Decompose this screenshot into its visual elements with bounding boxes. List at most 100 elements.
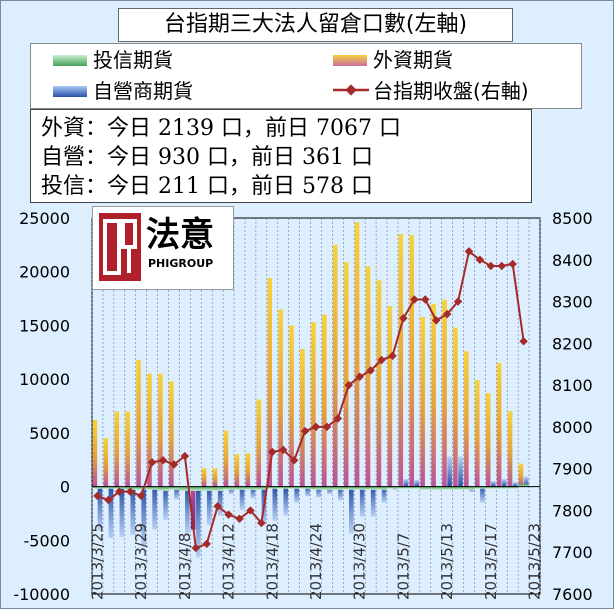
x-tick-label: 2013/5/17 — [482, 523, 500, 600]
y-tick-left: 5000 — [29, 424, 70, 443]
bar-foreign — [464, 351, 469, 487]
point-close — [497, 261, 506, 271]
legend-swatch-trust — [53, 55, 87, 66]
bar-foreign — [474, 380, 480, 487]
bar-trust — [255, 486, 267, 490]
y-tick-left: -10000 — [13, 585, 70, 604]
y-tick-right: 8400 — [552, 251, 593, 270]
summary-dealer: 自營：今日 930 口，前日 361 口 — [41, 145, 373, 170]
bar-foreign — [300, 349, 305, 487]
point-close — [377, 355, 386, 365]
bar-trust — [234, 486, 245, 490]
bar-dealer — [523, 476, 529, 487]
bar-trust — [223, 486, 235, 490]
bar-trust — [179, 486, 191, 491]
y-tick-left: 0 — [60, 478, 70, 497]
point-close — [257, 518, 266, 528]
bar-dealer — [250, 486, 256, 499]
x-tick-label: 2013/5/13 — [438, 523, 456, 600]
point-close — [431, 316, 441, 325]
legend-label-close: 台指期收盤(右軸) — [373, 79, 529, 103]
bar-foreign — [376, 280, 382, 487]
bar-foreign — [245, 453, 251, 487]
point-close — [289, 456, 299, 465]
bar-dealer — [414, 480, 420, 487]
bar-dealer — [217, 486, 223, 516]
bar-trust — [387, 486, 398, 489]
y-tick-right: 8500 — [552, 209, 593, 228]
bar-dealer — [119, 486, 125, 538]
bar-trust — [343, 486, 355, 490]
logo-mark — [99, 213, 141, 281]
point-close — [344, 380, 354, 390]
bar-foreign — [365, 266, 371, 487]
point-close — [421, 295, 430, 304]
chart-title: 台指期三大法人留倉口數(左軸) — [118, 8, 513, 42]
y-tick-left: 25000 — [19, 209, 70, 228]
logo-sub: PHIGROUP — [148, 257, 214, 270]
legend-swatch-foreign — [333, 55, 367, 66]
legend-label-dealer: 自營商期貨 — [93, 79, 193, 103]
bar-foreign — [507, 411, 513, 487]
bar-trust — [266, 486, 278, 489]
bar-trust — [397, 486, 409, 489]
bar-foreign — [234, 454, 240, 487]
x-tick-label: 2013/5/7 — [394, 533, 412, 600]
bar-foreign — [442, 299, 447, 487]
bar-trust — [452, 486, 464, 490]
bar-dealer — [316, 486, 321, 498]
bar-trust — [277, 486, 289, 489]
bar-foreign — [190, 486, 196, 530]
bar-foreign — [387, 306, 393, 487]
bar-trust — [354, 486, 366, 490]
point-close — [333, 414, 343, 423]
logo-mark-icon — [103, 219, 137, 275]
bar-foreign — [354, 222, 360, 487]
bar-trust — [244, 486, 256, 490]
point-close — [278, 445, 288, 455]
bar-dealer — [272, 486, 278, 521]
bar-trust — [310, 486, 322, 490]
y-tick-left: 15000 — [19, 316, 70, 335]
bar-dealer — [447, 456, 452, 487]
point-close — [355, 372, 364, 381]
bar-foreign — [431, 303, 436, 487]
bar-foreign — [114, 411, 119, 487]
bar-foreign — [311, 322, 316, 487]
bar-trust — [376, 486, 388, 490]
bar-dealer — [403, 479, 409, 487]
point-close — [104, 495, 113, 505]
bar-foreign — [322, 314, 327, 487]
point-close — [93, 491, 102, 501]
line-close — [97, 249, 525, 550]
x-tick-label: 2013/4/8 — [176, 533, 194, 600]
point-close — [399, 314, 408, 323]
bar-foreign — [518, 463, 524, 487]
x-tick-label: 2013/4/30 — [351, 523, 369, 600]
y-tick-right: 7800 — [552, 501, 593, 520]
summary-box: 外資：今日 2139 口，前日 7067 口 自營：今日 930 口，前日 36… — [30, 109, 532, 203]
bar-foreign — [398, 234, 404, 487]
bar-foreign — [409, 235, 415, 487]
bar-dealer — [458, 456, 463, 487]
point-close — [169, 460, 179, 469]
legend-label-foreign: 外資期貨 — [373, 48, 453, 72]
bar-dealer — [359, 486, 365, 517]
x-tick-label: 2013/3/29 — [132, 523, 150, 600]
y-tick-right: 7700 — [552, 543, 593, 562]
bar-dealer — [512, 482, 518, 487]
bar-foreign — [267, 278, 272, 487]
point-close — [158, 456, 168, 465]
y-tick-right: 7600 — [552, 585, 593, 604]
x-tick-label: 2013/5/23 — [526, 523, 544, 600]
bar-foreign — [278, 309, 283, 487]
bar-foreign — [169, 381, 174, 487]
bar-trust — [496, 486, 508, 489]
bar-dealer — [239, 486, 245, 511]
bar-dealer — [185, 486, 190, 534]
bar-dealer — [327, 486, 332, 495]
bar-trust — [288, 486, 300, 489]
bar-dealer — [228, 486, 234, 495]
bar-foreign — [212, 468, 218, 487]
bar-trust — [168, 486, 180, 490]
